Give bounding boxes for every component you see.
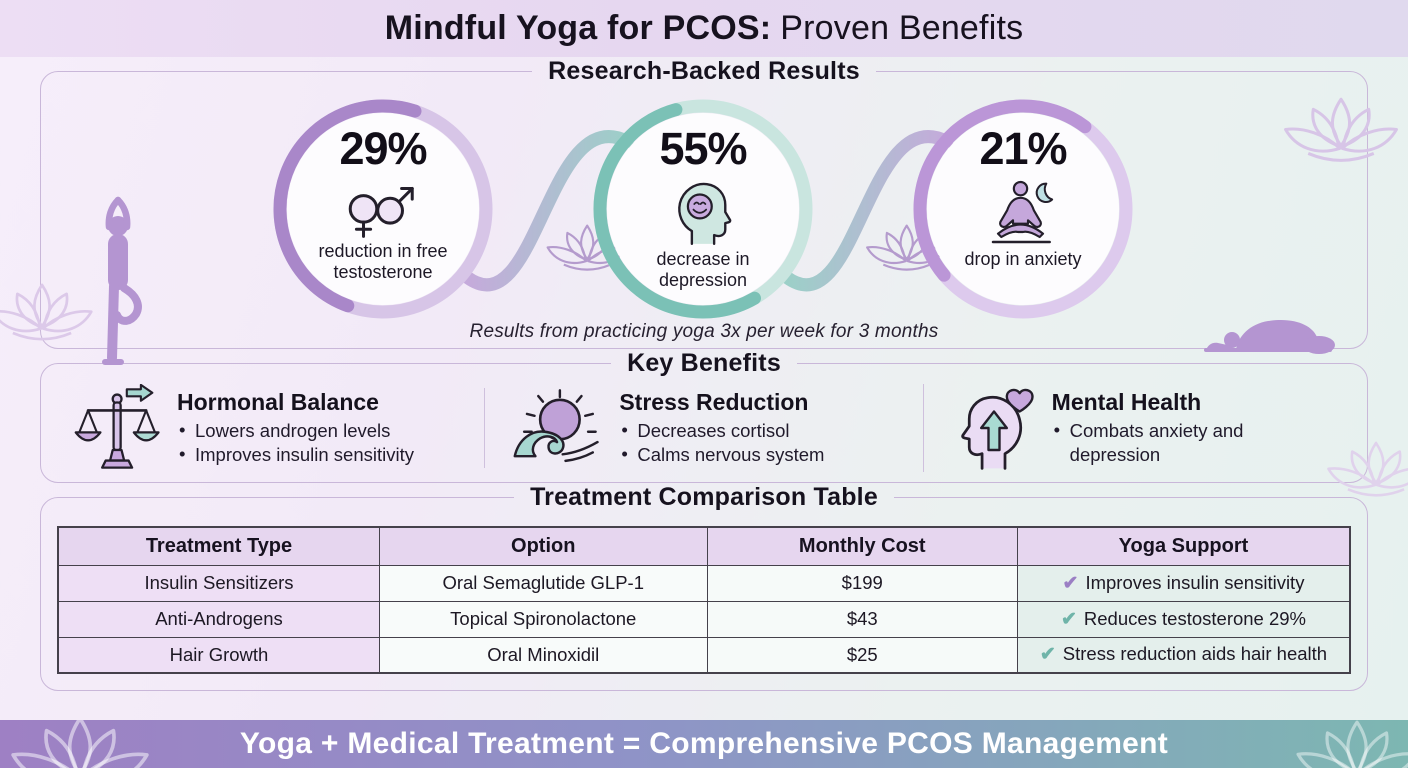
benefit-title: Hormonal Balance — [177, 388, 379, 415]
checkmark-icon: ✔ — [1039, 644, 1056, 666]
comparison-table: Treatment Type Option Monthly Cost Yoga … — [57, 526, 1351, 674]
cell-option: Topical Spironolactone — [378, 600, 708, 638]
sun-wave-icon — [513, 389, 600, 463]
comparison-section: Treatment Comparison Table Treatment Typ… — [40, 483, 1368, 691]
benefit-title: Mental Health — [1051, 388, 1202, 415]
stat-depression: 55% decrease in depression — [591, 97, 815, 321]
cell-treatment-type: Insulin Sensitizers — [57, 564, 380, 602]
benefit-hormonal-balance: Hormonal Balance Lowers androgen levels … — [47, 384, 484, 472]
cell-cost: $199 — [706, 564, 1018, 602]
balance-scale-icon — [74, 384, 160, 469]
benefit-bullets: Lowers androgen levels Improves insulin … — [177, 418, 414, 467]
stat-caption: drop in anxiety — [964, 249, 1082, 269]
cell-yoga-support: ✔ Improves insulin sensitivity — [1016, 564, 1351, 602]
benefit-mental-health: Mental Health Combats anxiety and depres… — [922, 384, 1361, 472]
page-title: Mindful Yoga for PCOS: Proven Benefits — [385, 9, 1024, 48]
lotus-icon — [1290, 720, 1408, 768]
table-row: Hair Growth Oral Minoxidil $25 ✔ Stress r… — [57, 636, 1351, 674]
research-footnote: Results from practicing yoga 3x per week… — [469, 321, 939, 342]
benefit-bullet: Lowers androgen levels — [177, 418, 414, 443]
stat-value: 21% — [979, 123, 1067, 174]
cell-option: Oral Minoxidil — [378, 636, 708, 674]
benefit-bullets: Combats anxiety and depression — [1052, 418, 1302, 467]
stat-caption: reduction in free testosterone — [318, 241, 448, 282]
stat-testosterone: 29% reduction in free testosterone — [271, 97, 495, 321]
connector-ribbons — [460, 130, 954, 292]
stat-value: 55% — [659, 123, 747, 174]
table-row: Anti-Androgens Topical Spironolactone $4… — [57, 600, 1351, 638]
benefit-bullet: Calms nervous system — [619, 442, 824, 467]
footer-banner: Yoga + Medical Treatment = Comprehensive… — [0, 720, 1408, 768]
research-heading: Research-Backed Results — [548, 57, 860, 85]
checkmark-icon: ✔ — [1060, 608, 1077, 630]
gender-symbols-icon — [348, 187, 414, 238]
benefit-bullets: Decreases cortisol Calms nervous system — [619, 418, 824, 467]
research-section: Research-Backed Results — [40, 57, 1368, 349]
cell-yoga-support: ✔ Reduces testosterone 29% — [1016, 600, 1351, 638]
page-title-bold: Mindful Yoga for PCOS: — [384, 9, 772, 47]
title-banner: Mindful Yoga for PCOS: Proven Benefits — [0, 0, 1408, 57]
benefit-bullet: Decreases cortisol — [619, 418, 824, 443]
benefit-stress-reduction: Stress Reduction Decreases cortisol Calm… — [484, 388, 922, 468]
benefit-bullet: Combats anxiety and depression — [1052, 418, 1302, 467]
head-smile-icon — [678, 182, 732, 246]
benefits-heading: Key Benefits — [627, 349, 781, 377]
checkmark-icon: ✔ — [1062, 572, 1079, 594]
cell-option: Oral Semaglutide GLP-1 — [378, 564, 708, 602]
head-arrow-heart-icon — [960, 388, 1034, 470]
page-title-regular: Proven Benefits — [780, 9, 1024, 47]
table-header-row: Treatment Type Option Monthly Cost Yoga … — [57, 526, 1351, 566]
stat-value: 29% — [339, 123, 427, 174]
table-row: Insulin Sensitizers Oral Semaglutide GLP… — [57, 564, 1351, 602]
cell-yoga-support: ✔ Stress reduction aids hair health — [1016, 636, 1351, 674]
cell-treatment-type: Anti-Androgens — [57, 600, 380, 638]
cell-cost: $43 — [706, 600, 1018, 638]
cell-treatment-type: Hair Growth — [57, 636, 380, 674]
meditation-moon-icon — [991, 180, 1054, 244]
stat-anxiety: 21% drop in anxiety — [911, 97, 1135, 321]
stat-caption: decrease in depression — [656, 249, 750, 290]
column-header: Monthly Cost — [706, 526, 1018, 566]
footer-text: Yoga + Medical Treatment = Comprehensive… — [239, 727, 1169, 760]
column-header: Treatment Type — [57, 526, 380, 566]
comparison-heading: Treatment Comparison Table — [530, 483, 878, 511]
benefit-title: Stress Reduction — [619, 388, 809, 415]
cell-cost: $25 — [706, 636, 1018, 674]
lotus-icon — [4, 720, 156, 768]
benefit-bullet: Improves insulin sensitivity — [177, 442, 414, 467]
benefits-section: Key Benefits Hormonal Balance — [40, 349, 1368, 483]
column-header: Option — [378, 526, 708, 566]
column-header: Yoga Support — [1016, 526, 1351, 566]
